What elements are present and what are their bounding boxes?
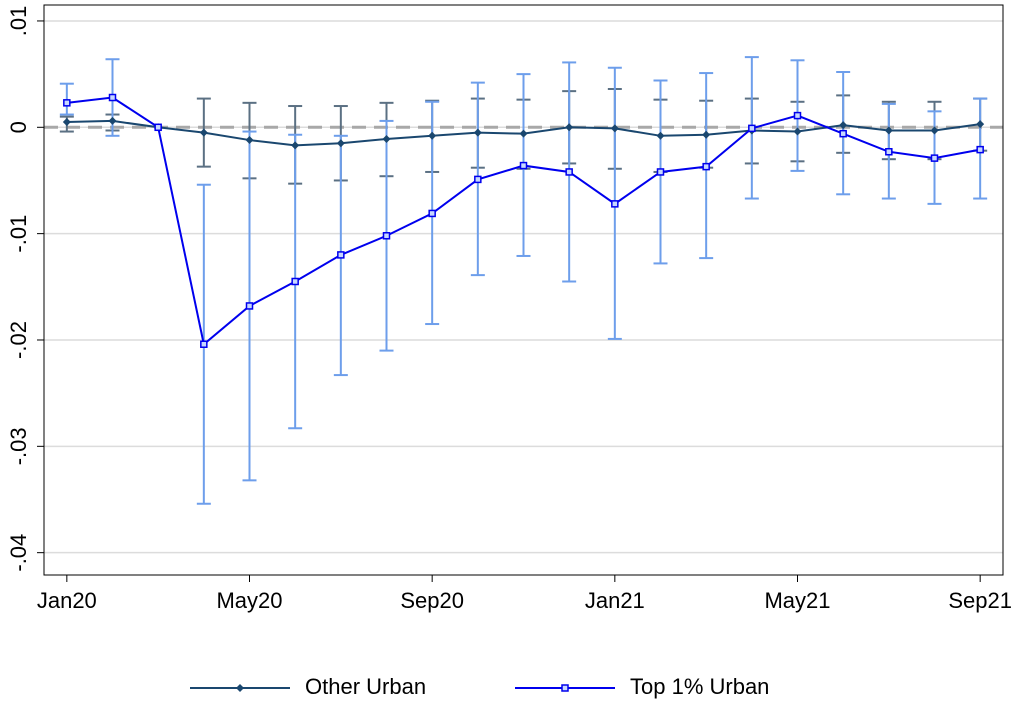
marker	[565, 123, 574, 132]
y-tick-label: .01	[6, 6, 31, 37]
marker	[291, 141, 300, 150]
marker	[793, 111, 802, 120]
y-tick-label: -.02	[6, 321, 31, 359]
y-tick-label: -.04	[6, 534, 31, 572]
marker	[382, 232, 391, 240]
marker	[839, 121, 848, 130]
marker	[473, 128, 482, 137]
marker	[200, 340, 208, 348]
marker	[428, 131, 437, 140]
marker	[382, 134, 391, 143]
legend-marker	[236, 684, 244, 692]
x-tick-label: May20	[216, 588, 282, 613]
marker	[885, 148, 893, 156]
marker	[702, 130, 711, 139]
marker	[930, 126, 939, 135]
marker	[154, 123, 162, 132]
marker	[930, 154, 939, 162]
marker	[291, 277, 299, 286]
marker	[337, 251, 345, 259]
marker	[245, 302, 254, 310]
y-tick-label: -.03	[6, 427, 31, 465]
legend-label: Other Urban	[305, 674, 426, 699]
plot-frame	[43, 4, 1004, 576]
marker	[565, 168, 573, 176]
marker	[519, 129, 528, 138]
marker	[793, 127, 802, 136]
legend-marker	[561, 684, 569, 692]
marker	[336, 139, 345, 148]
marker	[62, 117, 71, 126]
marker	[702, 162, 710, 171]
marker	[976, 120, 985, 129]
marker	[839, 129, 847, 138]
marker	[199, 128, 208, 137]
x-tick-label: Sep21	[948, 588, 1012, 613]
x-tick-label: Sep20	[400, 588, 464, 613]
marker	[611, 200, 619, 208]
marker	[656, 168, 665, 176]
x-tick-label: May21	[764, 588, 830, 613]
x-tick-label: Jan21	[585, 588, 645, 613]
marker	[108, 116, 117, 125]
marker	[748, 124, 756, 133]
x-tick-label: Jan20	[37, 588, 97, 613]
legend-label: Top 1% Urban	[630, 674, 769, 699]
marker	[63, 99, 71, 107]
marker	[428, 209, 436, 218]
marker	[976, 145, 984, 154]
y-tick-label: 0	[6, 121, 31, 133]
y-tick-label: -.01	[6, 215, 31, 253]
marker	[884, 126, 893, 135]
marker	[245, 136, 254, 145]
marker	[474, 175, 482, 184]
marker	[656, 131, 665, 140]
marker	[519, 161, 528, 170]
marker	[610, 124, 619, 133]
marker	[108, 93, 117, 102]
